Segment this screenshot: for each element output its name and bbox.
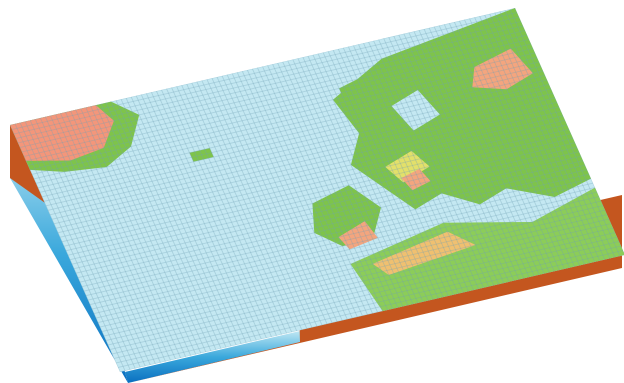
top-surface xyxy=(10,7,624,372)
front-face-sea xyxy=(125,331,302,383)
grid xyxy=(10,7,624,372)
